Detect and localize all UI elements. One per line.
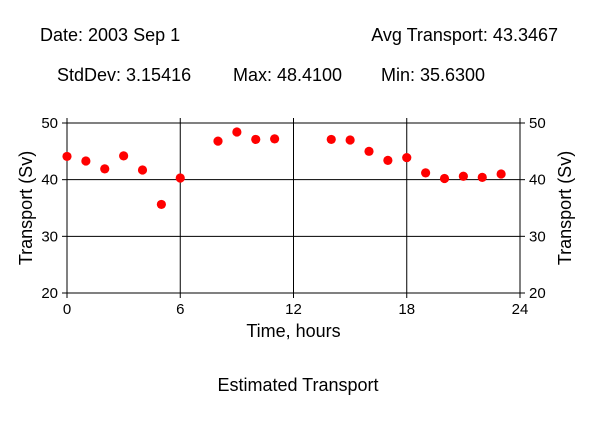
data-point	[402, 152, 412, 163]
x-tick-label: 0	[63, 301, 71, 318]
data-point	[439, 173, 450, 184]
y-axis-label-right: Transport (Sv)	[555, 151, 575, 265]
data-point	[326, 134, 336, 145]
max-label: Max: 48.4100	[233, 65, 343, 85]
data-point	[62, 151, 72, 162]
x-tick-label: 6	[176, 301, 184, 318]
y-tick-label-right: 50	[529, 115, 546, 132]
data-point	[251, 134, 261, 145]
data-point	[496, 169, 506, 179]
data-point	[364, 146, 374, 156]
data-point	[270, 134, 280, 144]
chart-title: Estimated Transport	[217, 375, 379, 395]
grid	[67, 123, 520, 293]
date-label: Date: 2003 Sep 1	[40, 25, 181, 45]
data-point	[383, 155, 393, 165]
data-point	[345, 135, 355, 145]
x-tick-label: 12	[285, 301, 302, 318]
x-axis-label: Time, hours	[246, 321, 340, 341]
data-point	[477, 172, 487, 182]
data-point	[119, 151, 129, 161]
data-points	[62, 127, 506, 210]
data-point	[137, 165, 148, 175]
stddev-label: StdDev: 3.15416	[57, 65, 192, 85]
y-tick-label-left: 20	[41, 285, 58, 302]
ticks	[62, 118, 525, 298]
min-label: Min: 35.6300	[381, 65, 486, 85]
avg-transport-label: Avg Transport: 43.3467	[371, 25, 558, 45]
y-tick-label-right: 20	[529, 285, 546, 302]
data-point	[156, 199, 166, 210]
y-tick-label-right: 40	[529, 172, 546, 189]
y-axis-label-left: Transport (Sv)	[16, 151, 36, 265]
y-tick-label-right: 30	[529, 228, 546, 245]
x-tick-label: 24	[512, 301, 529, 318]
data-point	[175, 173, 185, 183]
x-tick-label: 18	[398, 301, 415, 318]
y-tick-label-left: 30	[41, 228, 58, 245]
data-point	[100, 164, 110, 174]
data-point	[232, 127, 242, 137]
data-point	[458, 171, 468, 181]
data-point	[81, 156, 91, 166]
data-point	[421, 168, 431, 178]
data-point	[213, 136, 223, 146]
y-tick-label-left: 50	[41, 115, 58, 132]
y-tick-label-left: 40	[41, 172, 58, 189]
